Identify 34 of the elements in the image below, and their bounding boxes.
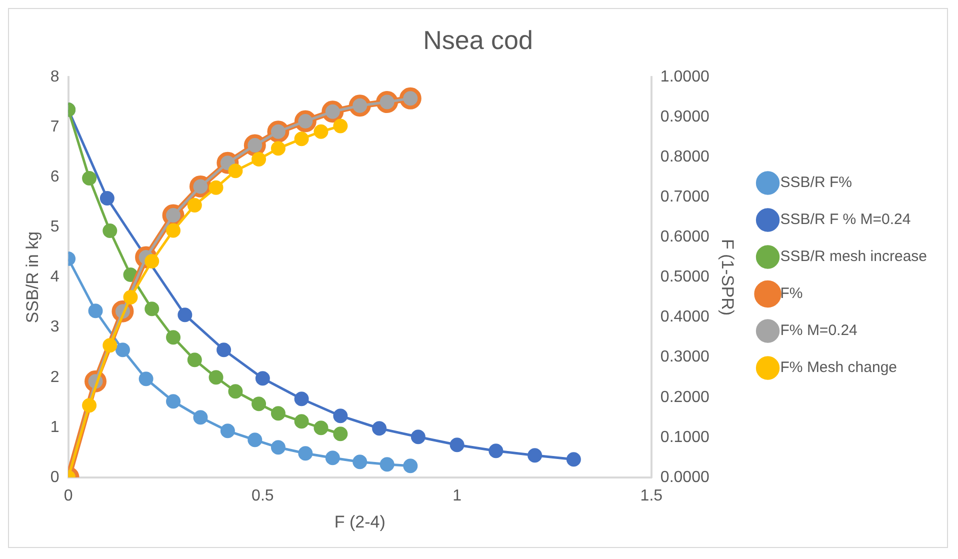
y-tick-label: 1 — [50, 418, 60, 436]
legend-label: SSB/R F% — [780, 174, 852, 192]
legend-label: F% Mesh change — [780, 359, 898, 376]
y-tick-label: 8 — [50, 68, 60, 86]
y-tick-label: 0 — [50, 468, 60, 486]
y2-tick-label: 0.5000 — [660, 268, 710, 286]
y2-tick-label: 0.3000 — [660, 348, 710, 366]
x-axis-title: F (2-4) — [334, 512, 386, 532]
legend-label: SSB/R mesh increase — [780, 248, 928, 266]
y2-tick-label: 0.9000 — [660, 108, 710, 126]
y-axis-title: SSB/R in kg — [22, 231, 42, 324]
y-tick-label: 2 — [50, 368, 60, 386]
y2-tick-label: 1.0000 — [660, 68, 710, 86]
legend-label: F% — [780, 285, 803, 302]
y2-tick-label: 0.4000 — [660, 308, 710, 326]
y-tick-label: 5 — [50, 218, 60, 236]
y-tick-label: 7 — [50, 118, 60, 136]
x-tick-label: 1 — [452, 487, 462, 504]
y2-tick-label: 0.8000 — [660, 148, 710, 166]
legend-label: F% M=0.24 — [780, 322, 858, 340]
y-tick-label: 3 — [50, 318, 60, 336]
y2-tick-label: 0.0000 — [660, 468, 710, 486]
chart-title: Nsea cod — [423, 24, 533, 55]
y-tick-label: 6 — [50, 168, 60, 186]
y-tick-label: 4 — [50, 268, 60, 286]
x-tick-label: 1.5 — [640, 487, 663, 504]
y2-tick-label: 0.2000 — [660, 388, 710, 406]
x-tick-label: 0 — [64, 487, 73, 504]
y2-tick-label: 0.1000 — [660, 428, 710, 446]
y2-tick-label: 0.6000 — [660, 228, 710, 246]
y2-tick-label: 0.7000 — [660, 188, 710, 206]
legend-label: SSB/R F % M=0.24 — [780, 211, 911, 228]
y2-axis-title: F (1-SPR) — [718, 239, 737, 316]
x-tick-label: 0.5 — [252, 487, 274, 504]
